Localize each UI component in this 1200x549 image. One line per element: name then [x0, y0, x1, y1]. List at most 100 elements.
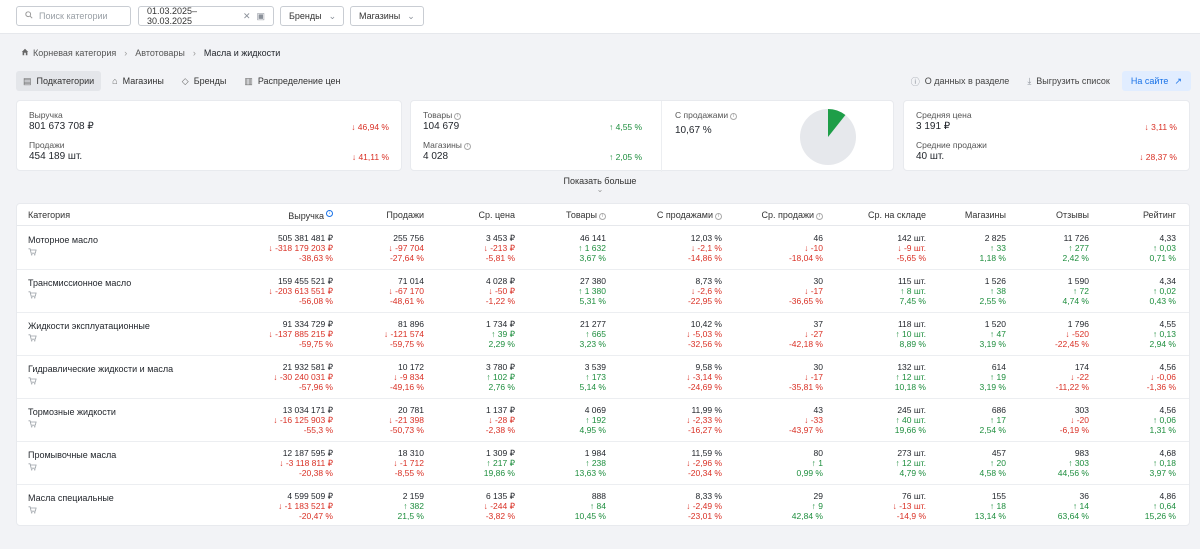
cart-icon[interactable] — [28, 291, 37, 301]
category-name-link[interactable]: Моторное масло — [28, 235, 98, 245]
table-row[interactable]: Трансмиссионное масло 159 455 521 ₽ ↓ -203… — [17, 270, 1189, 313]
export-list-button[interactable]: ⤓ Выгрузить список — [1027, 71, 1110, 91]
goods-value: 104 679 — [423, 121, 460, 132]
header-col-sales[interactable]: Продажи — [386, 210, 424, 220]
date-range-picker[interactable]: 01.03.2025–30.03.2025 ✕ ▣ — [138, 6, 274, 26]
cell-delta-abs: ↓ -28 ₽ — [488, 415, 515, 425]
sort-indicator-icon[interactable]: ↓ — [326, 210, 333, 217]
cell-delta-pct: 0,43 % — [1149, 296, 1176, 306]
brands-dropdown[interactable]: Бренды ⌄ — [280, 6, 344, 26]
cart-icon[interactable] — [28, 248, 37, 258]
cell-delta-abs: ↓ -3 118 811 ₽ — [279, 458, 333, 468]
table-row[interactable]: Тормозные жидкости 13 034 171 ₽ ↓ -16 125 … — [17, 399, 1189, 442]
header-label: Продажи — [386, 210, 424, 220]
cell-delta-abs: ↓ -9 834 — [393, 372, 424, 382]
cell-value: 888 — [591, 491, 606, 501]
card-divider — [661, 101, 662, 172]
header-col-goods[interactable]: Товары i — [566, 210, 606, 220]
table-row[interactable]: Моторное масло 505 381 481 ₽ ↓ -318 179 20… — [17, 227, 1189, 270]
about-data-link[interactable]: ⓘ О данных в разделе — [911, 71, 1010, 91]
cell-delta-abs: ↓ -27 — [804, 329, 823, 339]
cell-delta-pct: -38,63 % — [298, 253, 333, 263]
category-name-link[interactable]: Гидравлические жидкости и масла — [28, 364, 174, 374]
cell-delta-abs: ↓ -22 — [1070, 372, 1089, 382]
cell-delta-pct: 4,74 % — [1062, 296, 1089, 306]
cell-delta-pct: -11,22 % — [1055, 382, 1089, 392]
category-name-link[interactable]: Трансмиссионное масло — [28, 278, 132, 288]
table-row[interactable]: Жидкости эксплуатационные 91 334 729 ₽ ↓ -… — [17, 313, 1189, 356]
breadcrumb-auto[interactable]: Автотовары — [135, 48, 185, 58]
cell-delta-pct: -16,27 % — [687, 425, 722, 435]
header-col-reviews[interactable]: Отзывы — [1056, 210, 1089, 220]
cell-delta-pct: 0,99 % — [796, 468, 823, 478]
table-cell: 1 137 ₽ ↓ -28 ₽ -2,38 % — [486, 405, 515, 435]
cart-icon[interactable] — [28, 506, 37, 516]
cell-delta-pct: -49,16 % — [389, 382, 424, 392]
cell-delta-pct: 3,23 % — [579, 339, 606, 349]
cell-value: 273 шт. — [897, 448, 926, 458]
calendar-icon[interactable]: ▣ — [256, 10, 265, 21]
cell-delta-pct: -6,19 % — [1059, 425, 1089, 435]
open-on-site-button[interactable]: На сайте ↗ — [1121, 71, 1191, 91]
category-name-link[interactable]: Промывочные масла — [28, 450, 117, 460]
header-col-avg-price[interactable]: Ср. цена — [478, 210, 515, 220]
table-row[interactable]: Гидравлические жидкости и масла 21 932 58… — [17, 356, 1189, 399]
info-icon[interactable]: i — [463, 143, 471, 150]
cell-delta-abs: ↓ -2,6 % — [690, 286, 722, 296]
tab-shops[interactable]: ⌂ Магазины — [105, 71, 171, 91]
category-name-link[interactable]: Жидкости эксплуатационные — [28, 321, 150, 331]
tab-brands[interactable]: ◇ Бренды — [175, 71, 234, 91]
header-col-rating[interactable]: Рейтинг — [1143, 210, 1176, 220]
cell-delta-abs: ↓ -20 — [1070, 415, 1089, 425]
tab-subcategories[interactable]: ▤ Подкатегории — [16, 71, 102, 91]
info-icon[interactable]: i — [816, 213, 823, 220]
table-cell: 11,59 % ↓ -2,96 % -20,34 % — [686, 448, 722, 478]
info-icon[interactable]: i — [599, 213, 606, 220]
table-row[interactable]: Масла специальные 4 599 509 ₽ ↓ -1 183 521… — [17, 485, 1189, 525]
cart-icon[interactable] — [28, 463, 37, 473]
header-col-with-sales[interactable]: С продажами i — [657, 210, 722, 220]
tab-price-distribution[interactable]: ▥ Распределение цен — [237, 71, 347, 91]
category-name-link[interactable]: Масла специальные — [28, 493, 114, 503]
header-col-shops[interactable]: Магазины — [965, 210, 1006, 220]
header-col-category[interactable]: Категория — [28, 210, 70, 220]
cell-delta-abs: ↓ -21 398 — [388, 415, 424, 425]
info-icon[interactable]: i — [715, 213, 722, 220]
revenue-sales-card: Выручка 801 673 708 ₽ ↓ 46,94 % Продажи … — [16, 100, 402, 171]
table-cell: 8,73 % ↓ -2,6 % -22,95 % — [688, 276, 722, 306]
cell-delta-abs: ↑ 173 — [585, 372, 606, 382]
cart-icon[interactable] — [28, 334, 37, 344]
home-icon[interactable] — [21, 48, 29, 58]
breadcrumb-root[interactable]: Корневая категория — [33, 48, 117, 58]
cell-delta-pct: -32,56 % — [687, 339, 722, 349]
cell-value: 46 141 — [580, 233, 606, 243]
cell-delta-abs: ↑ 12 шт. — [895, 458, 926, 468]
cell-value: 29 — [813, 491, 823, 501]
table-cell: 36 ↑ 14 63,64 % — [1058, 491, 1089, 521]
cell-delta-abs: ↑ 0,03 — [1152, 243, 1176, 253]
cart-icon[interactable] — [28, 377, 37, 387]
category-name-link[interactable]: Тормозные жидкости — [28, 407, 116, 417]
table-cell: 1 590 ↑ 72 4,74 % — [1063, 276, 1089, 306]
cart-icon[interactable] — [28, 420, 37, 430]
table-cell: 4 028 ₽ ↓ -50 ₽ -1,22 % — [486, 276, 515, 306]
shops-dropdown[interactable]: Магазины ⌄ — [350, 6, 424, 26]
shops-delta: ↑ 2,05 % — [609, 152, 643, 162]
category-search-input[interactable]: Поиск категории — [16, 6, 131, 26]
cell-delta-abs: ↑ 18 — [989, 501, 1006, 511]
table-cell: 3 453 ₽ ↓ -213 ₽ -5,81 % — [484, 233, 515, 263]
cell-value: 1 734 ₽ — [485, 319, 515, 329]
header-col-avg-sales[interactable]: Ср. продажи i — [762, 210, 823, 220]
show-more-toggle[interactable]: Показать больше ⌄ — [0, 176, 1200, 194]
info-icon[interactable]: i — [454, 113, 462, 120]
cell-delta-abs: ↓ -1 712 — [393, 458, 424, 468]
header-col-revenue[interactable]: Выручка ↓ — [288, 210, 333, 221]
table-row[interactable]: Промывочные масла 12 187 595 ₽ ↓ -3 118 81… — [17, 442, 1189, 485]
info-icon[interactable]: i — [730, 113, 738, 120]
cell-delta-abs: ↓ -9 шт. — [897, 243, 926, 253]
header-col-avg-stock[interactable]: Ср. на складе — [868, 210, 926, 220]
table-cell: 81 896 ↓ -121 574 -59,75 % — [384, 319, 424, 349]
table-cell: 888 ↑ 84 10,45 % — [575, 491, 606, 521]
cell-value: 245 шт. — [897, 405, 926, 415]
clear-icon[interactable]: ✕ — [242, 10, 251, 21]
